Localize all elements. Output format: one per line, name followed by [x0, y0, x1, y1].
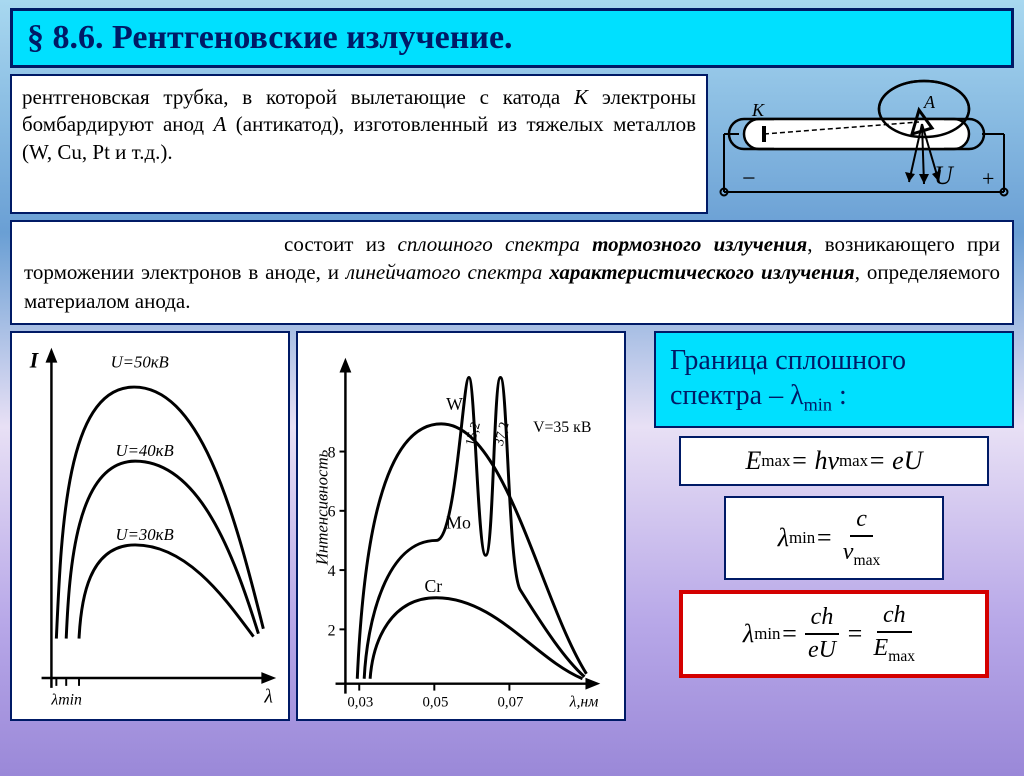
text: Граница сплошного	[670, 345, 906, 376]
sym: = hν	[790, 446, 839, 476]
boundary-heading: Граница сплошного спектра – λmin :	[654, 331, 1014, 428]
ytick-label: 6	[328, 504, 336, 521]
ytick-label: 8	[328, 445, 336, 462]
sym: E	[745, 446, 761, 476]
bremsstrahlung-voltage-chart: I λ λmin U=50кВ U=40кВ U=30кВ	[10, 331, 290, 721]
curve-30kv	[79, 545, 253, 639]
sym: =	[846, 619, 864, 649]
curve-50kv	[56, 387, 263, 638]
numerator: c	[850, 506, 873, 537]
text: линейчатого спектра	[346, 260, 543, 284]
sym: = eU	[868, 446, 922, 476]
voltage-annotation: V=35 кВ	[533, 419, 591, 436]
xtick-label: 0,07	[498, 694, 524, 710]
anode-label: A	[923, 92, 936, 112]
text: рентгеновская трубка, в которой вылетающ…	[22, 85, 574, 109]
formula-energy-max: Emax = hνmax = eU	[679, 436, 989, 486]
curve-label-W: W	[446, 394, 463, 414]
den-sym: E	[874, 635, 889, 661]
peak-label: 15,2	[462, 420, 483, 447]
denominator: eU	[802, 635, 842, 664]
sym: =	[815, 523, 833, 553]
curve-label-Mo: Mo	[446, 513, 471, 533]
plus-sign: +	[982, 166, 994, 191]
minus-sign: −	[742, 166, 756, 192]
sub: max	[761, 451, 790, 471]
xtick-label: 0,05	[422, 694, 448, 710]
cathode-label: К	[751, 100, 765, 120]
ytick-label: 4	[328, 563, 336, 580]
paragraph-tube-description: рентгеновская трубка, в которой вылетающ…	[10, 74, 708, 214]
sub: min	[789, 528, 815, 548]
xtick-label: 0,03	[347, 694, 373, 710]
xticks: 0,03 0,05 0,07	[347, 684, 523, 711]
formula-lambda-min-final: λmin = ch eU = ch Emax	[679, 590, 989, 678]
curve-label: U=40кВ	[115, 441, 173, 460]
sub: min	[804, 395, 832, 415]
curve-label-Cr: Cr	[424, 576, 442, 596]
formula-lambda-min-freq: λmin = c νmax	[724, 496, 944, 580]
lambda-min-label: λmin	[50, 692, 82, 709]
characteristic-material-chart: Интенсивность λ,нм V=35 кВ 0,03 0,05 0,0…	[296, 331, 626, 721]
y-axis-label: I	[29, 349, 40, 373]
text: состоит из	[284, 232, 398, 256]
sym: =	[780, 619, 798, 649]
paragraph-spectrum-description: состоит из сплошного спектра тормозного …	[10, 220, 1014, 325]
sub: max	[839, 451, 868, 471]
numerator: ch	[805, 604, 840, 635]
sub: min	[754, 624, 780, 644]
xray-tube-diagram: К A U − +	[714, 74, 1014, 214]
text: характеристического излучения	[542, 260, 854, 284]
text: сплошного спектра	[398, 232, 580, 256]
ytick-label: 2	[328, 622, 336, 639]
curve-label: U=30кВ	[115, 525, 173, 544]
voltage-U-label: U	[934, 161, 955, 190]
den-sym: ν	[843, 539, 854, 565]
x-axis-label: λ	[263, 686, 273, 708]
numerator: ch	[877, 602, 912, 633]
sym: λ	[743, 619, 754, 649]
x-axis-label: λ,нм	[569, 693, 599, 710]
sub: max	[853, 552, 880, 569]
sub: max	[888, 648, 915, 665]
text: :	[832, 380, 847, 411]
symbol-K: K	[574, 85, 588, 109]
text: тормозного излучения	[580, 232, 807, 256]
page-title: § 8.6. Рентгеновские излучение.	[10, 8, 1014, 68]
symbol-A: A	[214, 112, 227, 136]
text: спектра – λ	[670, 380, 804, 411]
curve-label: U=50кВ	[111, 353, 169, 372]
sym: λ	[778, 523, 789, 553]
